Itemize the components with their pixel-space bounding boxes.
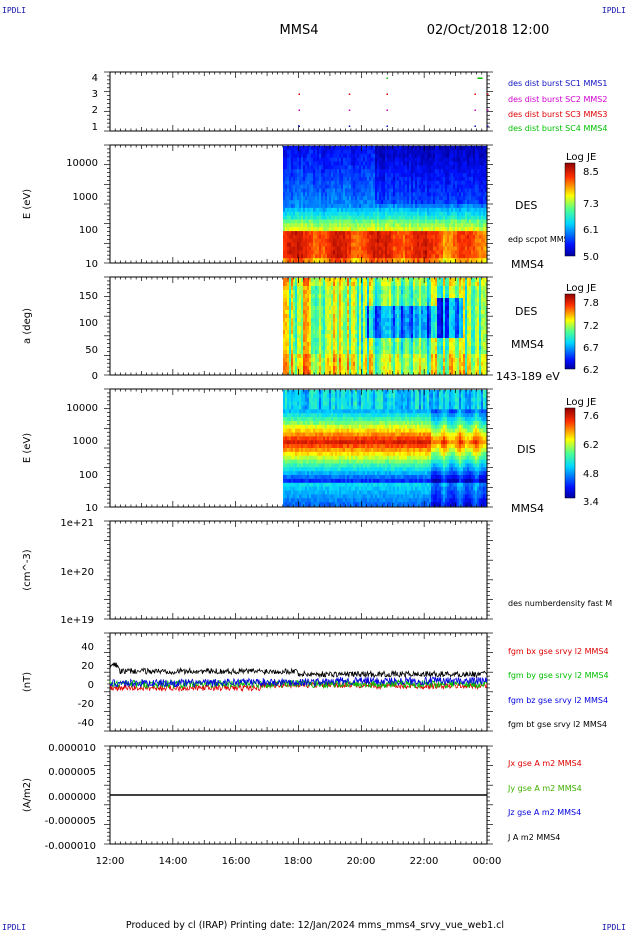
burst-marker [299, 110, 301, 112]
des-energy-scpot-label: edp scpot MMS4 [508, 235, 574, 244]
burst-marker [474, 94, 476, 96]
des-energy-ytick-100: 100 [79, 225, 98, 236]
burst-legend-mms2: des dist burst SC2 MMS2 [508, 95, 607, 104]
des-energy-ytick-10: 10 [85, 259, 98, 270]
des-energy-ytick-10000: 10000 [66, 158, 98, 169]
burst-marker [487, 94, 489, 96]
des-energy-cbar-tick-2: 7.3 [583, 199, 599, 210]
des-energy-sc-label: MMS4 [511, 258, 544, 271]
figure-title: MMS4 [280, 23, 319, 38]
burst-marker [386, 126, 388, 128]
corner-mark-top-left: IPDLI [2, 6, 26, 15]
panel-des-energy: 10 100 1000 10000 E (eV) DES edp scpot M… [22, 145, 599, 271]
des-energy-colorbar-title: Log JE [566, 152, 596, 163]
des-pitch-spectrogram [283, 278, 487, 374]
burst-marker [299, 94, 301, 96]
burst-ytick-1: 1 [92, 122, 98, 133]
burst-legend-mms1: des dist burst SC1 MMS1 [508, 79, 607, 88]
panel-burst-ticks [104, 72, 493, 131]
burst-marker [349, 126, 351, 128]
burst-markers [299, 78, 489, 128]
burst-ytick-3: 3 [92, 89, 98, 100]
corner-mark-bottom-right: IPDLI [602, 923, 626, 932]
burst-marker [487, 126, 489, 128]
des-energy-cbar-tick-3: 6.1 [583, 225, 599, 236]
burst-legend-mms4: des dist burst SC4 MMS4 [508, 124, 607, 133]
des-energy-cbar-tick-4: 5.0 [583, 252, 599, 263]
des-energy-colorbar [565, 163, 575, 256]
panel-des-pitch: 0 50 100 150 a (deg) DES MMS4 143-189 eV… [22, 277, 599, 383]
panel-burst: 1 2 3 4 des dist burst SC1 MMS1 des dist… [92, 72, 608, 133]
burst-marker [487, 110, 489, 112]
burst-marker [474, 126, 476, 128]
burst-ytick-4: 4 [92, 73, 98, 84]
des-energy-ylabel: E (eV) [22, 189, 33, 219]
burst-marker [386, 110, 388, 112]
des-energy-spectrogram [283, 146, 487, 262]
corner-mark-top-right: IPDLI [602, 6, 626, 15]
burst-legend-mms3: des dist burst SC3 MMS3 [508, 110, 607, 119]
burst-marker [386, 94, 388, 96]
des-energy-right-label: DES [515, 199, 537, 212]
des-energy-ytick-1000: 1000 [73, 192, 98, 203]
burst-marker [478, 78, 483, 80]
figure-date: 02/Oct/2018 12:00 [427, 23, 549, 38]
burst-marker [349, 110, 351, 112]
corner-mark-bottom-left: IPDLI [2, 923, 26, 932]
panel-burst-frame [110, 72, 487, 131]
des-energy-cbar-tick-1: 8.5 [583, 167, 599, 178]
burst-marker [349, 94, 351, 96]
burst-ytick-2: 2 [92, 105, 98, 116]
burst-marker [299, 126, 301, 128]
burst-marker [474, 110, 476, 112]
burst-marker [386, 78, 388, 80]
